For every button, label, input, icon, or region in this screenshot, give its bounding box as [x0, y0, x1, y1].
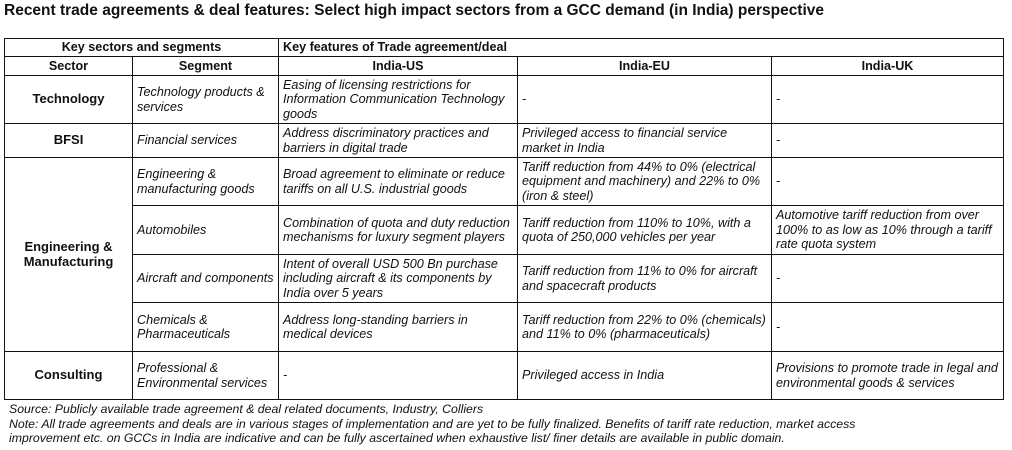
column-header-india-us: India-US [278, 56, 518, 76]
india-uk-cell: - [770, 302, 1005, 352]
segment-cell: Aircraft and components [132, 254, 279, 303]
india-us-cell: Combination of quota and duty reduction … [278, 205, 518, 255]
india-us-cell: Address long-standing barriers in medica… [278, 302, 518, 352]
segment-cell: Technology products & services [132, 75, 279, 124]
group-header-sectors-segments: Key sectors and segments [4, 38, 279, 57]
column-header-sector: Sector [4, 56, 133, 76]
segment-cell: Professional & Environmental services [132, 351, 279, 400]
segment-cell: Automobiles [132, 205, 279, 255]
disclaimer-note-line-1: Note: All trade agreements and deals are… [9, 416, 856, 431]
table-row: Chemicals & Pharmaceuticals Address long… [5, 302, 1005, 352]
india-eu-cell: Tariff reduction from 110% to 10%, with … [517, 205, 772, 255]
column-header-segment: Segment [132, 56, 279, 76]
column-header-row: Sector Segment India-US India-EU India-U… [4, 56, 1005, 76]
table-row: Consulting Professional & Environmental … [4, 351, 1005, 400]
sector-cell-consulting: Consulting [4, 351, 133, 400]
india-us-cell: Address discriminatory practices and bar… [278, 123, 518, 158]
india-uk-cell: - [770, 157, 1005, 206]
table-row: Engineering & Manufacturing Engineering … [4, 157, 1005, 352]
segment-cell: Financial services [132, 123, 279, 158]
table-row: Technology Technology products & service… [4, 75, 1005, 124]
column-header-india-uk: India-UK [770, 56, 1005, 76]
india-uk-cell: - [770, 254, 1005, 303]
group-header-row: Key sectors and segments Key features of… [4, 38, 1005, 57]
table-row: Automobiles Combination of quota and dut… [5, 205, 1005, 255]
india-uk-cell: Automotive tariff reduction from over 10… [770, 205, 1005, 255]
india-uk-cell: - [770, 123, 1005, 158]
table-row: Aircraft and components Intent of overal… [5, 254, 1005, 303]
segment-cell: Chemicals & Pharmaceuticals [132, 302, 279, 352]
sector-cell-bfsi: BFSI [4, 123, 133, 158]
page-title: Recent trade agreements & deal features:… [4, 2, 825, 19]
india-eu-cell: Tariff reduction from 44% to 0% (electri… [517, 157, 772, 206]
india-uk-cell: - [770, 75, 1005, 124]
sector-cell-technology: Technology [4, 75, 133, 124]
india-us-cell: Broad agreement to eliminate or reduce t… [278, 157, 518, 206]
india-eu-cell: Tariff reduction from 11% to 0% for airc… [517, 254, 772, 303]
india-eu-cell: Privileged access in India [517, 351, 772, 400]
disclaimer-note-line-2: improvement etc. on GCCs in India are in… [9, 431, 785, 445]
source-note: Source: Publicly available trade agreeme… [9, 402, 484, 416]
india-uk-cell: Provisions to promote trade in legal and… [770, 351, 1005, 400]
india-us-cell: Easing of licensing restrictions for Inf… [278, 75, 518, 124]
footnotes: Source: Publicly available trade agreeme… [9, 402, 1009, 446]
table-row: BFSI Financial services Address discrimi… [4, 123, 1005, 158]
india-eu-cell: Privileged access to financial service m… [517, 123, 772, 158]
india-eu-cell: - [517, 75, 772, 124]
india-us-cell: - [278, 351, 518, 400]
group-header-key-features: Key features of Trade agreement/deal [277, 38, 1005, 57]
trade-features-table: Key sectors and segments Key features of… [4, 38, 1005, 400]
sector-cell-engineering-manufacturing: Engineering & Manufacturing [4, 157, 133, 352]
column-header-india-eu: India-EU [517, 56, 772, 76]
india-eu-cell: Tariff reduction from 22% to 0% (chemica… [517, 302, 772, 352]
india-us-cell: Intent of overall USD 500 Bn purchase in… [278, 254, 518, 303]
segment-cell: Engineering & manufacturing goods [132, 157, 279, 206]
